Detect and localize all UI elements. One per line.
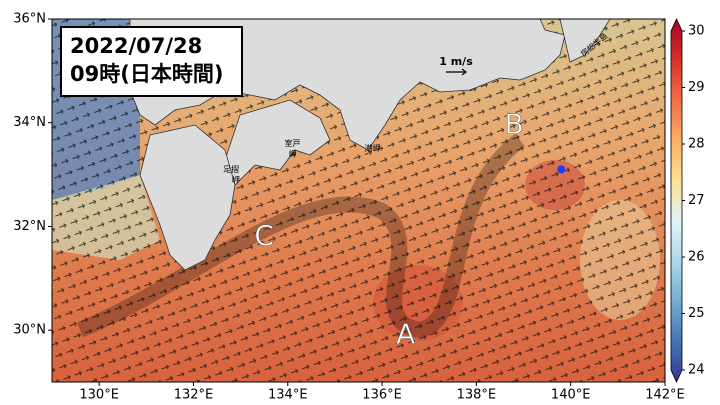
colorbar-tick-label: 27 xyxy=(688,193,705,208)
x-tick-label: 136°E xyxy=(362,388,402,403)
colorbar-tick-label: 28 xyxy=(688,137,705,152)
land-boso xyxy=(559,19,611,63)
region-label: A xyxy=(396,317,415,350)
colorbar-tick-label: 26 xyxy=(688,250,705,265)
colorbar-tick-label: 25 xyxy=(688,306,705,321)
x-tick-label: 142°E xyxy=(645,388,685,403)
y-tick-label: 30°N xyxy=(13,323,46,338)
region-label: C xyxy=(254,219,274,252)
x-tick-label: 134°E xyxy=(268,388,308,403)
place-name: 潮岬 xyxy=(365,143,381,153)
colorbar-tick-label: 29 xyxy=(688,80,705,95)
x-tick-label: 138°E xyxy=(457,388,497,403)
scale-arrow xyxy=(446,68,467,76)
y-tick-label: 32°N xyxy=(13,219,46,234)
map-frame xyxy=(51,18,666,383)
scale-label: 1 m/s xyxy=(439,55,473,68)
title-box xyxy=(60,26,243,97)
place-name: 岬 xyxy=(232,175,240,184)
title-date: 2022/07/28 xyxy=(70,34,202,58)
colorbar xyxy=(670,18,683,383)
y-tick-label: 36°N xyxy=(13,12,46,27)
colorbar-tick-label: 24 xyxy=(688,363,705,378)
title-time: 09時(日本時間) xyxy=(70,62,223,86)
x-tick-label: 140°E xyxy=(551,388,591,403)
x-tick-label: 130°E xyxy=(79,388,119,403)
colorbar-tick-label: 30 xyxy=(688,24,705,39)
observation-point xyxy=(557,165,566,174)
place-name: 室戸 xyxy=(284,138,300,148)
region-label: B xyxy=(504,107,523,140)
y-tick-label: 34°N xyxy=(13,115,46,130)
place-name: 岬 xyxy=(288,149,296,158)
x-tick-label: 132°E xyxy=(174,388,214,403)
place-name: 足摺 xyxy=(223,164,239,174)
land-kyushu xyxy=(139,124,236,271)
